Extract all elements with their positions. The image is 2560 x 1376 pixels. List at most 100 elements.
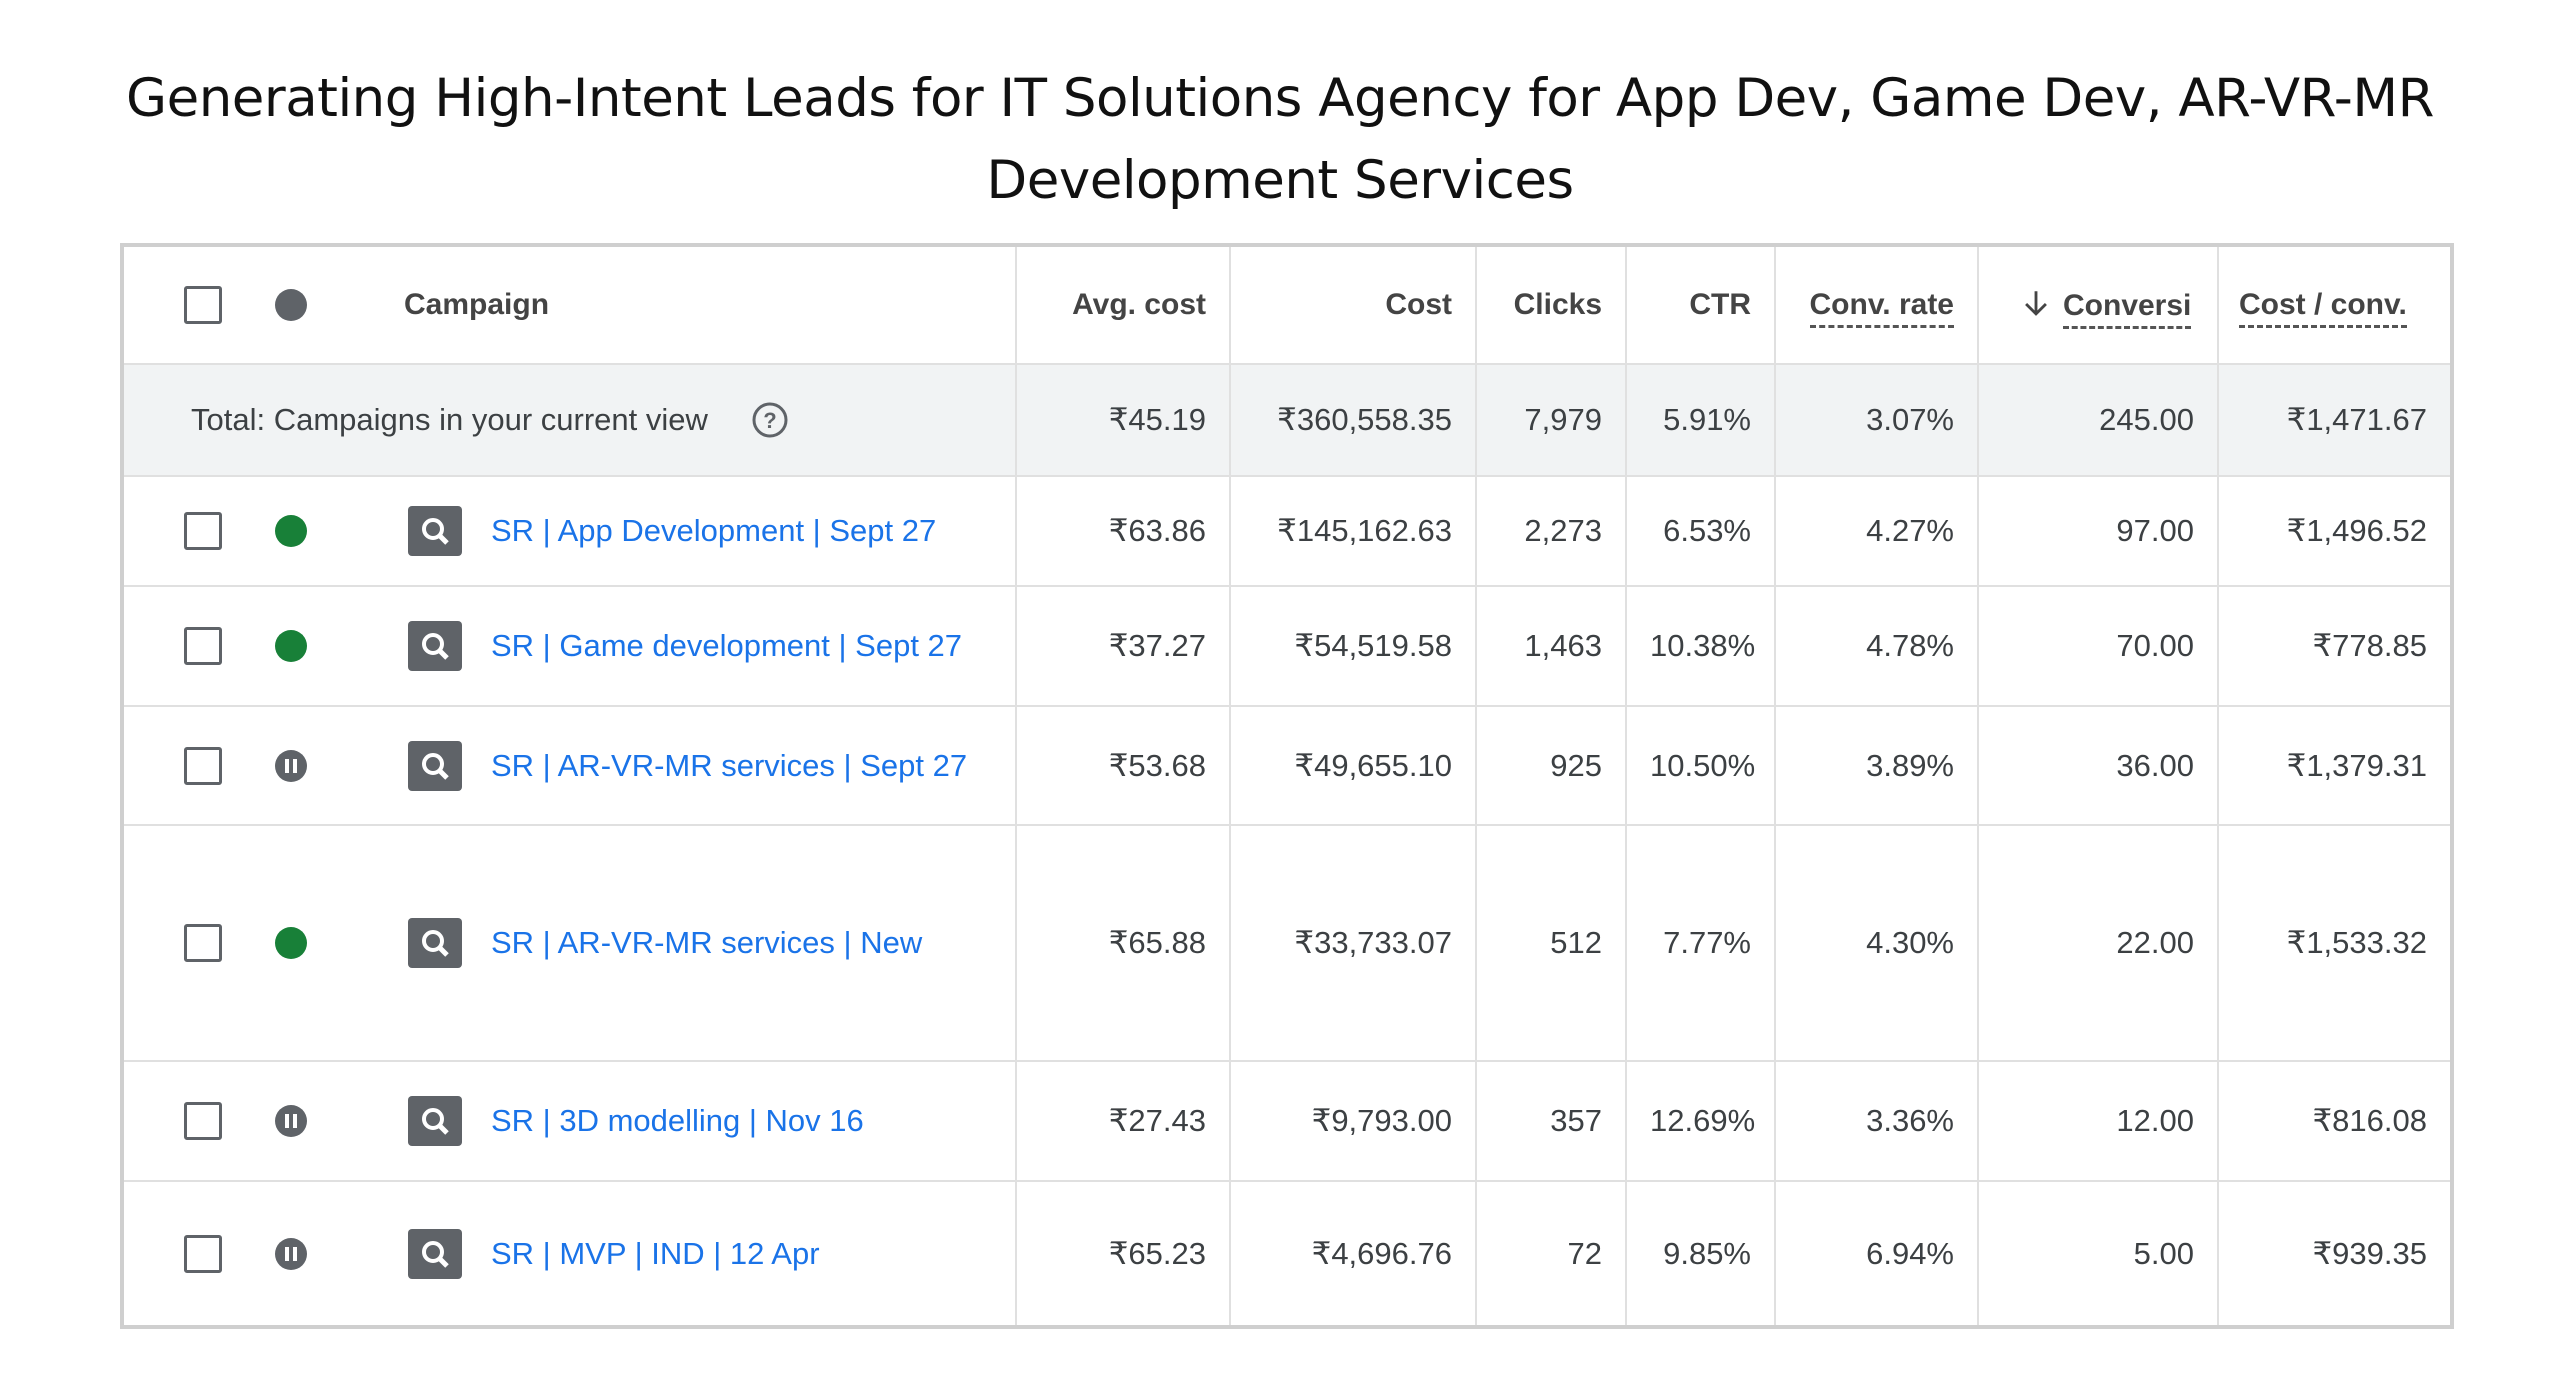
metric-value: ₹65.23: [1015, 1180, 1230, 1327]
metric-value: 5.00: [1977, 1180, 2218, 1327]
status-enabled: [275, 630, 307, 662]
column-header[interactable]: Conv. rate: [1774, 244, 1978, 364]
metric-value: 4.78%: [1774, 585, 1978, 706]
campaign-link[interactable]: SR | 3D modelling | Nov 16: [491, 1103, 864, 1138]
header-campaign: Campaign: [122, 244, 1016, 364]
sort-arrow: [2025, 291, 2047, 316]
metric-value: 22.00: [1977, 824, 2218, 1061]
search-campaign-icon: [408, 1228, 462, 1279]
metric-value: 4.30%: [1774, 824, 1978, 1061]
column-header[interactable]: Clicks: [1475, 244, 1626, 364]
metric-value: 357: [1475, 1060, 1626, 1181]
metric-value: ₹4,696.76: [1229, 1180, 1476, 1327]
metric-value: 7.77%: [1625, 824, 1775, 1061]
campaign-cell: SR | Game development | Sept 27: [122, 585, 1016, 706]
metric-value: ₹54,519.58: [1229, 585, 1476, 706]
metric-value: 3.89%: [1774, 705, 1978, 825]
campaign-link[interactable]: SR | AR-VR-MR services | Sept 27: [491, 747, 968, 783]
metric-value: ₹65.88: [1015, 824, 1230, 1061]
metric-value: 10.38%: [1625, 585, 1775, 706]
metric-value: 12.00: [1977, 1060, 2218, 1181]
metric-value: 9.85%: [1625, 1180, 1775, 1327]
metric-value: ₹63.86: [1015, 475, 1230, 586]
row-checkbox[interactable]: [184, 1234, 222, 1273]
metric-value: ₹1,379.31: [2217, 705, 2452, 825]
metric-value: ₹27.43: [1015, 1060, 1230, 1181]
column-header-text: Conversi: [2063, 289, 2192, 329]
metric-value: ₹33,733.07: [1229, 824, 1476, 1061]
page-title: Generating High-Intent Leads for IT Solu…: [126, 68, 2434, 211]
metric-value: ₹816.08: [2217, 1060, 2452, 1181]
total-value: ₹1,471.67: [2217, 363, 2452, 476]
header-row: Campaign Avg. cost Cost Clicks CTR Conv.…: [122, 244, 2452, 364]
metric-value: 70.00: [1977, 585, 2218, 706]
campaign-row: SR | App Development | Sept 27 ₹63.86 ₹145…: [122, 475, 2452, 586]
svg-text:?: ?: [763, 408, 776, 433]
column-header[interactable]: Conversi: [1977, 244, 2218, 364]
search-campaign-icon: [408, 740, 462, 791]
campaign-row: SR | 3D modelling | Nov 16 ₹27.43 ₹9,793.0…: [122, 1060, 2452, 1181]
campaign-row: SR | Game development | Sept 27 ₹37.27 ₹54…: [122, 585, 2452, 706]
column-header-text: Cost / conv.: [2239, 288, 2407, 328]
metric-value: ₹9,793.00: [1229, 1060, 1476, 1181]
campaign-cell: SR | AR-VR-MR services | New: [122, 824, 1016, 1061]
status-enabled: [275, 927, 307, 959]
column-header[interactable]: Campaign: [404, 288, 550, 321]
metric-value: 6.53%: [1625, 475, 1775, 586]
campaign-link[interactable]: SR | App Development | Sept 27: [491, 513, 937, 548]
select-all-checkbox[interactable]: [184, 286, 222, 324]
metric-value: 4.27%: [1774, 475, 1978, 586]
total-value: ₹45.19: [1015, 363, 1230, 476]
column-header-text: Conv. rate: [1809, 288, 1954, 328]
campaign-cell: SR | AR-VR-MR services | Sept 27: [122, 705, 1016, 825]
metric-value: 97.00: [1977, 475, 2218, 586]
column-header[interactable]: CTR: [1625, 244, 1775, 364]
total-value: 5.91%: [1625, 363, 1775, 476]
metric-value: 512: [1475, 824, 1626, 1061]
metric-value: ₹778.85: [2217, 585, 2452, 706]
campaign-row: SR | AR-VR-MR services | New ₹65.88 ₹33,73…: [122, 824, 2452, 1061]
row-checkbox[interactable]: [184, 746, 222, 785]
metric-value: ₹1,533.32: [2217, 824, 2452, 1061]
metric-value: ₹37.27: [1015, 585, 1230, 706]
campaign-table: Campaign Avg. cost Cost Clicks CTR Conv.…: [120, 243, 2454, 1329]
search-campaign-icon: [408, 621, 462, 671]
metric-value: ₹145,162.63: [1229, 475, 1476, 586]
campaign-link[interactable]: SR | MVP | IND | 12 Apr: [491, 1235, 820, 1271]
campaign-link[interactable]: SR | AR-VR-MR services | New: [491, 925, 923, 960]
help-icon[interactable]: ?: [750, 400, 790, 440]
status-paused: [275, 749, 307, 782]
campaign-cell: SR | MVP | IND | 12 Apr: [122, 1180, 1016, 1327]
column-header[interactable]: Avg. cost: [1015, 244, 1230, 364]
row-checkbox[interactable]: [184, 924, 222, 962]
total-row: Total: Campaigns in your current view ? …: [122, 363, 2452, 476]
total-value: 245.00: [1977, 363, 2218, 476]
search-campaign-icon: [408, 1096, 462, 1146]
total-value: 3.07%: [1774, 363, 1978, 476]
search-campaign-icon: [408, 918, 462, 968]
campaign-row: SR | MVP | IND | 12 Apr ₹65.23 ₹4,696.76 72…: [122, 1180, 2452, 1327]
row-checkbox[interactable]: [184, 1102, 222, 1140]
campaign-link[interactable]: SR | Game development | Sept 27: [491, 628, 963, 663]
column-header[interactable]: Cost / conv.: [2217, 244, 2452, 364]
metric-value: 2,273: [1475, 475, 1626, 586]
status-paused: [275, 1105, 307, 1137]
metric-value: ₹1,496.52: [2217, 475, 2452, 586]
metric-value: 6.94%: [1774, 1180, 1978, 1327]
campaign-cell: SR | App Development | Sept 27: [122, 475, 1016, 586]
metric-value: 925: [1475, 705, 1626, 825]
metric-value: 36.00: [1977, 705, 2218, 825]
row-checkbox[interactable]: [184, 627, 222, 665]
status-paused: [275, 1237, 307, 1270]
metric-value: ₹939.35: [2217, 1180, 2452, 1327]
total-value: 7,979: [1475, 363, 1626, 476]
column-header[interactable]: Cost: [1229, 244, 1476, 364]
total-value: ₹360,558.35: [1229, 363, 1476, 476]
row-checkbox[interactable]: [184, 512, 222, 550]
status-enabled: [275, 515, 307, 547]
status-header-icon: [275, 289, 307, 321]
metric-value: 72: [1475, 1180, 1626, 1327]
metric-value: 12.69%: [1625, 1060, 1775, 1181]
total-label: Total: Campaigns in your current view: [191, 402, 708, 437]
